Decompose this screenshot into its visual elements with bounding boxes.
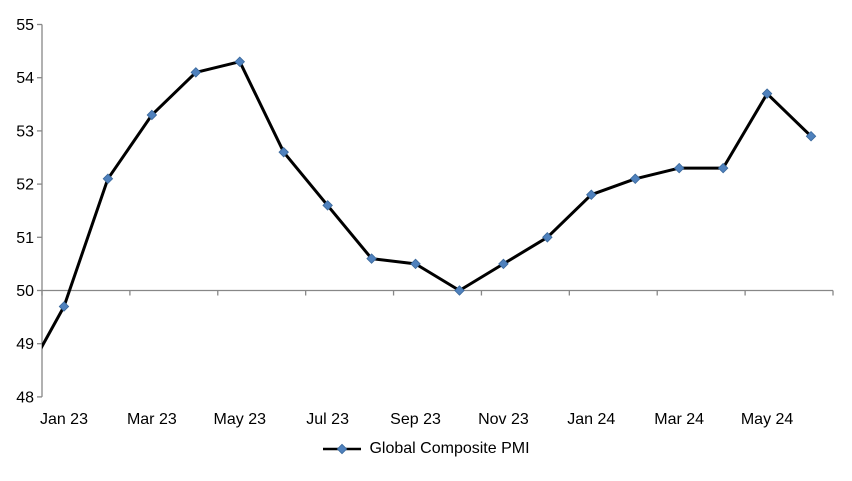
data-point-marker bbox=[410, 258, 421, 270]
data-point-marker bbox=[102, 173, 114, 185]
legend-label: Global Composite PMI bbox=[369, 440, 530, 457]
data-point-marker bbox=[58, 301, 70, 312]
data-point-marker bbox=[761, 88, 773, 99]
legend: Global Composite PMI bbox=[0, 440, 852, 458]
data-point-marker bbox=[805, 130, 817, 142]
data-point-marker bbox=[629, 173, 641, 185]
y-axis-tick-label: 50 bbox=[16, 283, 34, 300]
data-point-marker bbox=[278, 146, 289, 158]
x-axis-tick-label: Nov 23 bbox=[478, 411, 529, 428]
data-point-marker bbox=[190, 67, 202, 78]
pmi-line bbox=[42, 60, 813, 350]
data-point-marker bbox=[542, 232, 553, 243]
y-axis-tick-label: 54 bbox=[16, 70, 34, 87]
y-axis: 48 49 50 51 52 53 54 55 bbox=[16, 17, 43, 406]
y-axis-tick-label: 48 bbox=[16, 389, 34, 406]
y-axis-tick-label: 49 bbox=[16, 336, 34, 353]
data-point-marker bbox=[673, 162, 685, 174]
x-axis-tick-label: Sep 23 bbox=[390, 411, 441, 428]
data-point-marker bbox=[322, 200, 333, 211]
y-axis-tick-label: 55 bbox=[16, 17, 34, 34]
data-point-marker bbox=[498, 258, 509, 270]
data-point-marker bbox=[146, 109, 158, 121]
data-point-marker bbox=[586, 189, 597, 201]
x-axis-tick-label: Jul 23 bbox=[306, 411, 349, 428]
y-axis-tick-label: 52 bbox=[16, 177, 34, 194]
x-axis: Jan 23 Mar 23 May 23 Jul 23 Sep 23 Nov 23 Jan … bbox=[40, 289, 834, 428]
data-point-marker bbox=[366, 253, 377, 264]
x-axis-tick-label: May 23 bbox=[214, 411, 267, 428]
y-axis-tick-label: 53 bbox=[16, 123, 34, 140]
x-axis-tick-label: Jan 23 bbox=[40, 411, 88, 428]
data-point-marker bbox=[234, 56, 246, 68]
legend-line-marker-icon bbox=[323, 443, 362, 455]
data-point-marker bbox=[717, 162, 729, 174]
x-axis-tick-label: May 24 bbox=[741, 411, 794, 428]
series-global-composite-pmi bbox=[42, 56, 817, 350]
x-axis-tick-label: Mar 23 bbox=[127, 411, 177, 428]
x-axis-tick-label: Jan 24 bbox=[567, 411, 615, 428]
x-axis-tick-label: Mar 24 bbox=[654, 411, 704, 428]
y-axis-tick-label: 51 bbox=[16, 230, 34, 247]
data-point-marker bbox=[454, 285, 465, 296]
